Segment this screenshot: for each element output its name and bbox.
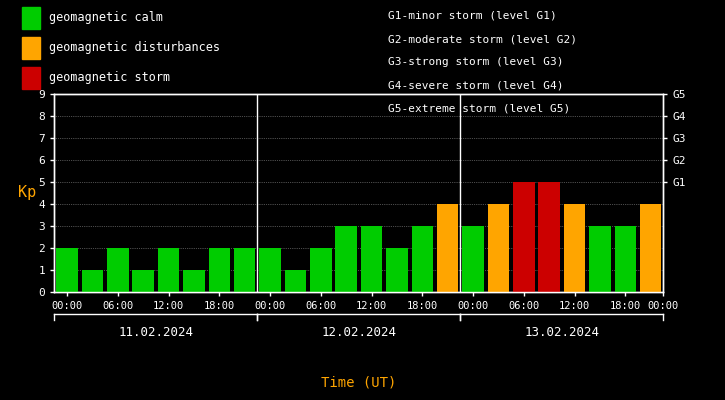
Bar — [133, 270, 154, 292]
Bar — [488, 204, 509, 292]
Bar — [285, 270, 306, 292]
Text: G2-moderate storm (level G2): G2-moderate storm (level G2) — [388, 34, 577, 44]
Bar — [234, 248, 255, 292]
Text: G4-severe storm (level G4): G4-severe storm (level G4) — [388, 81, 563, 91]
Bar — [589, 226, 610, 292]
Bar — [209, 248, 230, 292]
Text: geomagnetic disturbances: geomagnetic disturbances — [49, 42, 220, 54]
Text: G1-minor storm (level G1): G1-minor storm (level G1) — [388, 11, 557, 21]
Text: G5-extreme storm (level G5): G5-extreme storm (level G5) — [388, 104, 570, 114]
Bar — [183, 270, 204, 292]
Bar — [336, 226, 357, 292]
Bar — [260, 248, 281, 292]
Bar — [513, 182, 534, 292]
Text: 12.02.2024: 12.02.2024 — [321, 326, 397, 338]
Text: Kp: Kp — [18, 186, 36, 200]
Text: 11.02.2024: 11.02.2024 — [118, 326, 194, 338]
Bar — [386, 248, 407, 292]
Bar — [310, 248, 331, 292]
Text: geomagnetic calm: geomagnetic calm — [49, 12, 162, 24]
Text: Time (UT): Time (UT) — [321, 375, 397, 389]
Bar — [539, 182, 560, 292]
Bar — [361, 226, 382, 292]
Bar — [158, 248, 179, 292]
Bar — [437, 204, 458, 292]
Bar — [564, 204, 585, 292]
Bar — [57, 248, 78, 292]
Bar — [463, 226, 484, 292]
Bar — [640, 204, 661, 292]
Text: G3-strong storm (level G3): G3-strong storm (level G3) — [388, 58, 563, 68]
Bar — [615, 226, 636, 292]
Bar — [107, 248, 128, 292]
Text: 13.02.2024: 13.02.2024 — [524, 326, 600, 338]
Text: geomagnetic storm: geomagnetic storm — [49, 72, 170, 84]
Bar — [82, 270, 103, 292]
Bar — [412, 226, 433, 292]
